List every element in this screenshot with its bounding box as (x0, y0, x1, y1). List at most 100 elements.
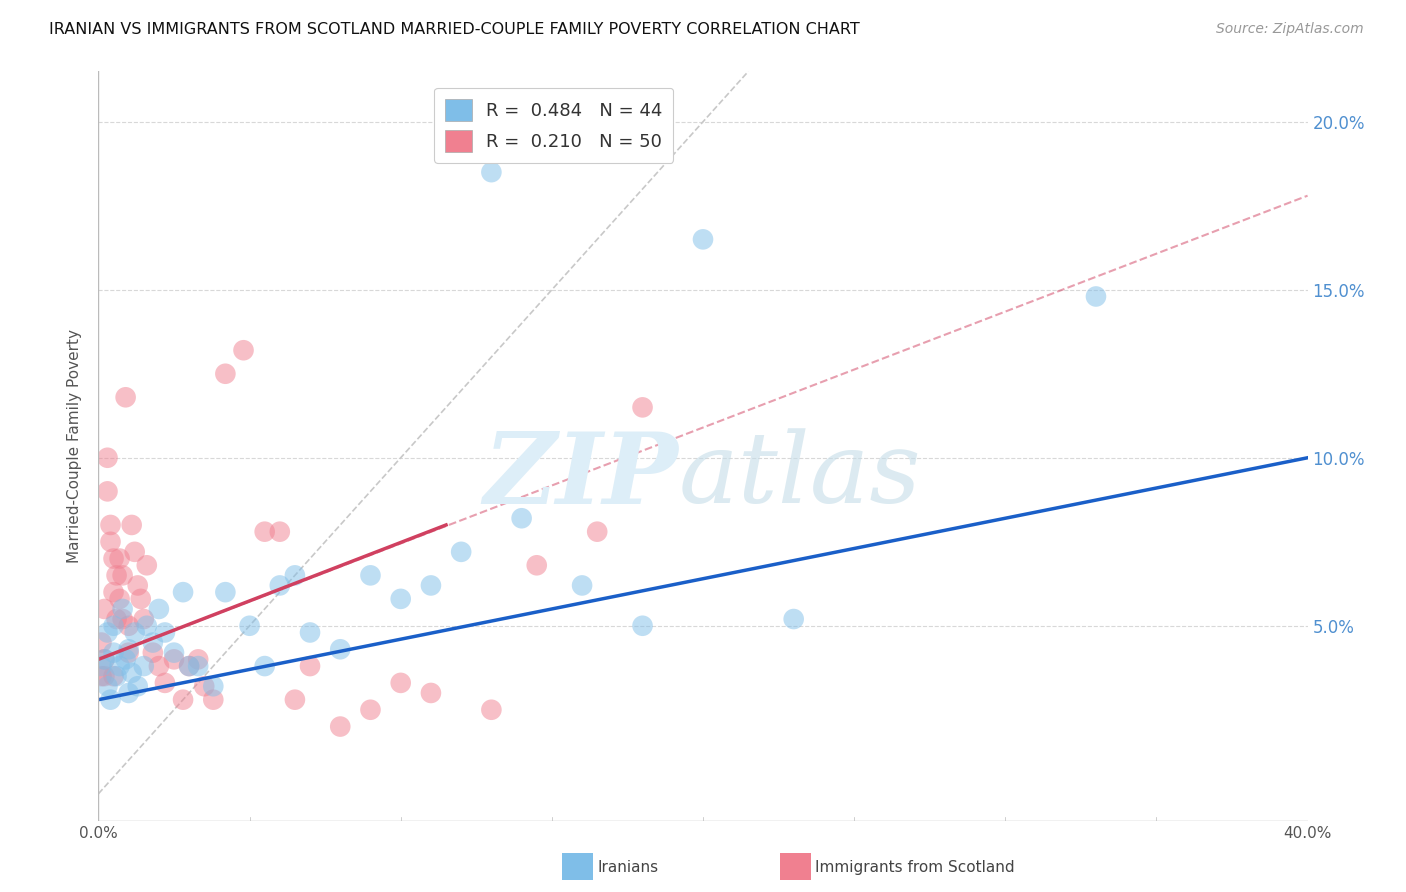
Text: Immigrants from Scotland: Immigrants from Scotland (815, 861, 1015, 875)
Point (124, 625, 146, 640)
Point (142, 635, 165, 649)
Point (93, 602, 115, 616)
Point (118, 646, 141, 660)
Point (127, 679, 149, 693)
Point (153, 676, 176, 690)
Legend: R =  0.484   N = 44, R =  0.210   N = 50: R = 0.484 N = 44, R = 0.210 N = 50 (434, 88, 673, 162)
Point (100, 534, 122, 549)
Point (111, 568, 134, 582)
Point (389, 676, 412, 690)
Point (124, 545, 146, 559)
Point (135, 619, 157, 633)
Point (100, 518, 122, 533)
Point (214, 585, 236, 599)
Point (90, 669, 112, 683)
Point (90, 659, 112, 673)
Point (586, 524, 609, 539)
Point (329, 720, 352, 734)
Point (269, 578, 291, 592)
Point (631, 619, 654, 633)
Point (105, 568, 128, 582)
Point (163, 652, 186, 666)
Point (90, 635, 112, 649)
Point (121, 665, 143, 680)
Point (114, 390, 136, 404)
Point (114, 652, 136, 666)
Point (692, 232, 714, 246)
Point (118, 686, 141, 700)
Point (420, 578, 443, 592)
Y-axis label: Married-Couple Family Poverty: Married-Couple Family Poverty (67, 329, 83, 563)
Text: Iranians: Iranians (598, 861, 658, 875)
Point (135, 558, 157, 573)
Point (783, 612, 806, 626)
Point (121, 518, 143, 533)
Point (239, 619, 262, 633)
Point (510, 511, 533, 525)
Point (631, 401, 654, 415)
Point (329, 642, 352, 657)
Point (103, 551, 125, 566)
Point (299, 625, 322, 640)
Point (127, 578, 149, 592)
Point (96, 679, 118, 693)
Text: Source: ZipAtlas.com: Source: ZipAtlas.com (1216, 22, 1364, 37)
Point (142, 646, 165, 660)
Point (1085, 289, 1108, 303)
Point (132, 612, 155, 626)
Point (96, 625, 118, 640)
Text: atlas: atlas (679, 428, 921, 524)
Point (105, 669, 128, 683)
Text: ZIP: ZIP (484, 428, 679, 524)
Point (111, 612, 134, 626)
Point (187, 652, 209, 666)
Point (96, 450, 118, 465)
Point (108, 591, 131, 606)
Point (202, 692, 225, 706)
Point (571, 578, 593, 592)
Point (450, 545, 472, 559)
Point (299, 659, 322, 673)
Point (284, 568, 307, 582)
Point (148, 659, 170, 673)
Point (481, 703, 503, 717)
Point (193, 679, 215, 693)
Point (389, 591, 412, 606)
Point (148, 602, 170, 616)
Point (118, 642, 141, 657)
Point (93, 652, 115, 666)
Point (179, 659, 201, 673)
Point (108, 659, 131, 673)
Point (172, 692, 194, 706)
Point (132, 659, 155, 673)
Point (105, 612, 128, 626)
Point (179, 659, 201, 673)
Point (526, 558, 548, 573)
Point (269, 524, 291, 539)
Point (129, 591, 152, 606)
Point (103, 669, 125, 683)
Point (481, 165, 503, 179)
Point (111, 602, 134, 616)
Point (360, 568, 382, 582)
Point (360, 703, 382, 717)
Point (253, 524, 276, 539)
Point (172, 585, 194, 599)
Point (153, 625, 176, 640)
Point (420, 686, 443, 700)
Point (232, 343, 254, 358)
Point (93, 652, 115, 666)
Text: IRANIAN VS IMMIGRANTS FROM SCOTLAND MARRIED-COUPLE FAMILY POVERTY CORRELATION CH: IRANIAN VS IMMIGRANTS FROM SCOTLAND MARR… (49, 22, 860, 37)
Point (118, 619, 141, 633)
Point (103, 619, 125, 633)
Point (100, 692, 122, 706)
Point (214, 367, 236, 381)
Point (202, 679, 225, 693)
Point (163, 646, 186, 660)
Point (187, 659, 209, 673)
Point (284, 692, 307, 706)
Point (93, 669, 115, 683)
Point (103, 646, 125, 660)
Point (96, 484, 118, 499)
Point (103, 585, 125, 599)
